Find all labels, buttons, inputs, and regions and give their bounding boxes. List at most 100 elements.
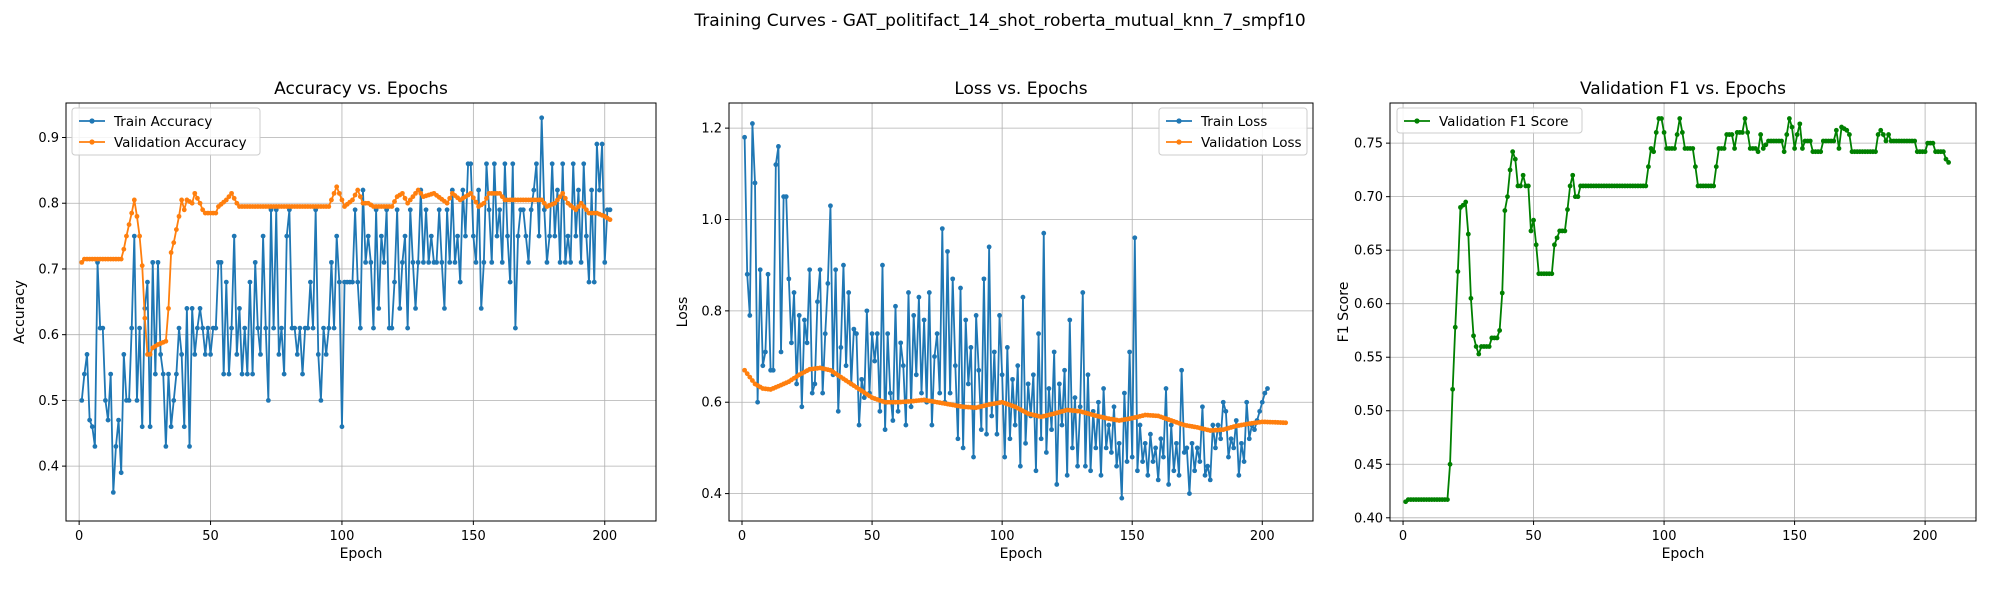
data-point [468,161,474,167]
data-point [1155,477,1161,483]
y-tick-label: 0.6 [701,396,722,411]
data-point [1565,207,1570,212]
data-point [1135,468,1140,474]
data-point [339,197,345,203]
data-point [357,325,363,331]
legend-marker [1176,139,1182,145]
data-point [258,351,263,357]
data-point [158,351,164,357]
data-point [1015,363,1021,369]
data-point [786,276,792,282]
data-point [807,267,813,273]
data-point [131,233,137,239]
data-point [260,233,266,239]
data-point [1077,404,1083,410]
data-point [1116,440,1122,446]
data-point [131,197,137,203]
data-point [939,226,945,232]
data-point [1215,422,1221,428]
data-point [986,244,992,250]
data-point [1184,445,1190,451]
y-tick-label: 0.70 [1354,190,1383,205]
data-point [1721,146,1727,151]
data-point [121,246,127,252]
data-point [176,213,182,219]
data-point [562,259,568,265]
data-point [1127,349,1133,355]
data-point [1038,436,1044,442]
data-point [570,161,576,167]
data-point [869,331,875,337]
data-point [336,279,342,285]
data-point [549,161,555,167]
data-point [591,279,597,285]
data-point [473,199,479,205]
data-point [1760,146,1766,151]
data-point [560,190,566,196]
data-point [1142,440,1148,446]
data-point [192,190,198,196]
data-point [444,207,450,213]
data-point [760,363,766,369]
data-point [134,213,140,219]
data-point [1739,130,1745,135]
data-point [586,279,592,285]
data-point [1033,468,1039,474]
y-axis-label: Loss [675,297,691,328]
data-point [470,195,476,201]
data-point [955,436,961,442]
data-point [1445,497,1450,502]
data-point [171,240,177,246]
data-point [872,358,878,364]
y-tick-label: 0.75 [1354,137,1383,152]
data-point [1648,146,1654,151]
data-point [1228,436,1234,442]
data-point [978,427,984,433]
data-point [1192,468,1198,474]
data-point [1140,459,1146,465]
data-point [1554,235,1560,241]
data-point [1257,408,1263,414]
data-point [1064,472,1070,478]
data-point [331,190,337,196]
data-point [945,249,950,254]
data-point [452,259,458,265]
data-point [1833,127,1839,133]
data-point [447,259,453,265]
x-tick-label: 100 [330,529,355,544]
data-point [1062,367,1067,373]
data-point [1659,116,1664,121]
data-point [481,200,487,206]
data-point [300,371,305,377]
data-point [965,381,971,387]
data-point [1643,183,1649,189]
data-point [1179,367,1185,373]
data-point [1677,116,1683,121]
data-point [763,349,768,355]
data-point [357,194,363,200]
data-point [363,259,368,265]
x-tick-label: 200 [592,529,617,544]
data-point [166,371,171,377]
data-point [1171,468,1177,474]
x-tick-label: 150 [1782,529,1807,544]
data-point [968,345,974,350]
data-point [833,267,839,273]
data-point [799,404,805,410]
data-point [510,161,516,167]
legend-marker [89,139,95,145]
data-point [898,340,904,346]
x-axis-label: Epoch [1000,546,1043,562]
data-point [1763,142,1769,148]
data-point [1202,472,1208,478]
data-point [1471,333,1476,339]
data-point [932,354,937,359]
data-point [176,325,182,331]
data-point [1755,149,1761,155]
data-point [597,187,602,193]
data-point [1041,230,1047,236]
data-point [352,207,358,213]
data-point [789,340,794,346]
data-point [1231,445,1237,451]
data-point [1533,242,1539,248]
